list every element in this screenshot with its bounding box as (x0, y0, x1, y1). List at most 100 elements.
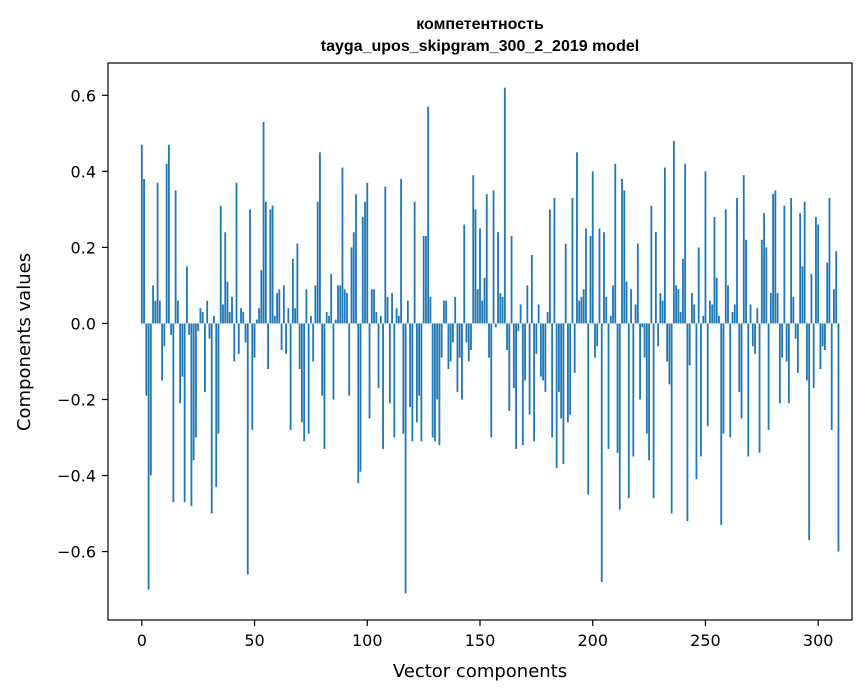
bar (264, 201, 267, 324)
bar (567, 323, 569, 423)
bar (260, 270, 263, 324)
bar (289, 323, 292, 430)
plot-frame (107, 62, 853, 621)
bar (485, 194, 488, 324)
bar (307, 323, 310, 434)
bar (715, 277, 718, 324)
bar (697, 247, 700, 324)
bar (684, 163, 687, 324)
y-tick-label: −0.2 (57, 390, 96, 409)
bar (310, 315, 312, 324)
bar (492, 190, 495, 324)
bar (558, 323, 560, 392)
y-tick-label: 0.2 (71, 238, 96, 257)
bar (249, 209, 251, 324)
bar (837, 323, 840, 552)
y-tick-label: 0.4 (71, 162, 96, 181)
bar (352, 232, 355, 324)
bar (197, 323, 200, 332)
bar (285, 323, 288, 354)
bar (553, 197, 556, 324)
bar (445, 300, 448, 324)
bar (332, 323, 335, 400)
bar (738, 323, 741, 392)
bar (195, 323, 197, 438)
bar (400, 178, 402, 324)
bar (440, 323, 443, 358)
bar (614, 163, 617, 324)
bar (783, 205, 786, 324)
bar (418, 323, 421, 396)
bar (736, 197, 738, 324)
bar (278, 289, 281, 324)
bar (291, 258, 294, 324)
bar (395, 308, 398, 324)
bar (391, 293, 393, 324)
chart-title: компетентность (416, 16, 544, 33)
bar (415, 323, 418, 423)
bar (296, 243, 299, 324)
bar (474, 209, 477, 324)
bar (384, 186, 387, 324)
y-tick-label: 0.6 (71, 86, 96, 105)
bar (806, 323, 808, 381)
bar (219, 205, 222, 324)
bar (235, 182, 238, 324)
bar (677, 289, 680, 324)
bar (343, 289, 346, 324)
bar (546, 312, 549, 324)
bar (524, 323, 526, 381)
bar (594, 323, 596, 358)
bars-layer (140, 87, 840, 594)
bar (467, 323, 470, 362)
bar (580, 296, 583, 324)
bar (515, 323, 517, 449)
bar (443, 300, 445, 324)
bar (201, 312, 204, 324)
bar (226, 281, 229, 324)
bar (510, 235, 513, 324)
bar (751, 323, 754, 347)
bar (397, 315, 400, 324)
bar (434, 323, 436, 442)
bar (386, 296, 389, 324)
bar (242, 312, 245, 324)
bar (801, 266, 804, 324)
bar (346, 293, 348, 324)
bar (776, 293, 779, 324)
bar (542, 323, 545, 381)
bar (808, 323, 811, 541)
y-tick-label: 0.0 (71, 314, 96, 333)
bar (140, 144, 143, 324)
bar (706, 323, 709, 427)
bar (621, 178, 623, 324)
bar (499, 293, 502, 324)
bar (199, 308, 202, 324)
bar (787, 323, 790, 404)
bar (607, 323, 610, 449)
bar (319, 152, 321, 324)
bar (479, 228, 481, 324)
bar (650, 205, 653, 324)
bar (470, 323, 472, 351)
bar (729, 323, 732, 438)
bar (670, 323, 673, 514)
bar (830, 323, 833, 430)
bar (835, 251, 838, 324)
bar (163, 323, 166, 347)
bar (420, 323, 423, 442)
bar (271, 205, 274, 324)
bar (186, 266, 188, 324)
bar (686, 323, 689, 522)
bar (803, 201, 806, 324)
bar (700, 323, 702, 457)
bar (517, 323, 520, 332)
bar (424, 235, 427, 324)
bar (262, 121, 265, 324)
bar (645, 323, 648, 434)
bar (341, 167, 344, 324)
bar (551, 323, 554, 438)
bar (339, 285, 342, 324)
bar (781, 323, 784, 358)
